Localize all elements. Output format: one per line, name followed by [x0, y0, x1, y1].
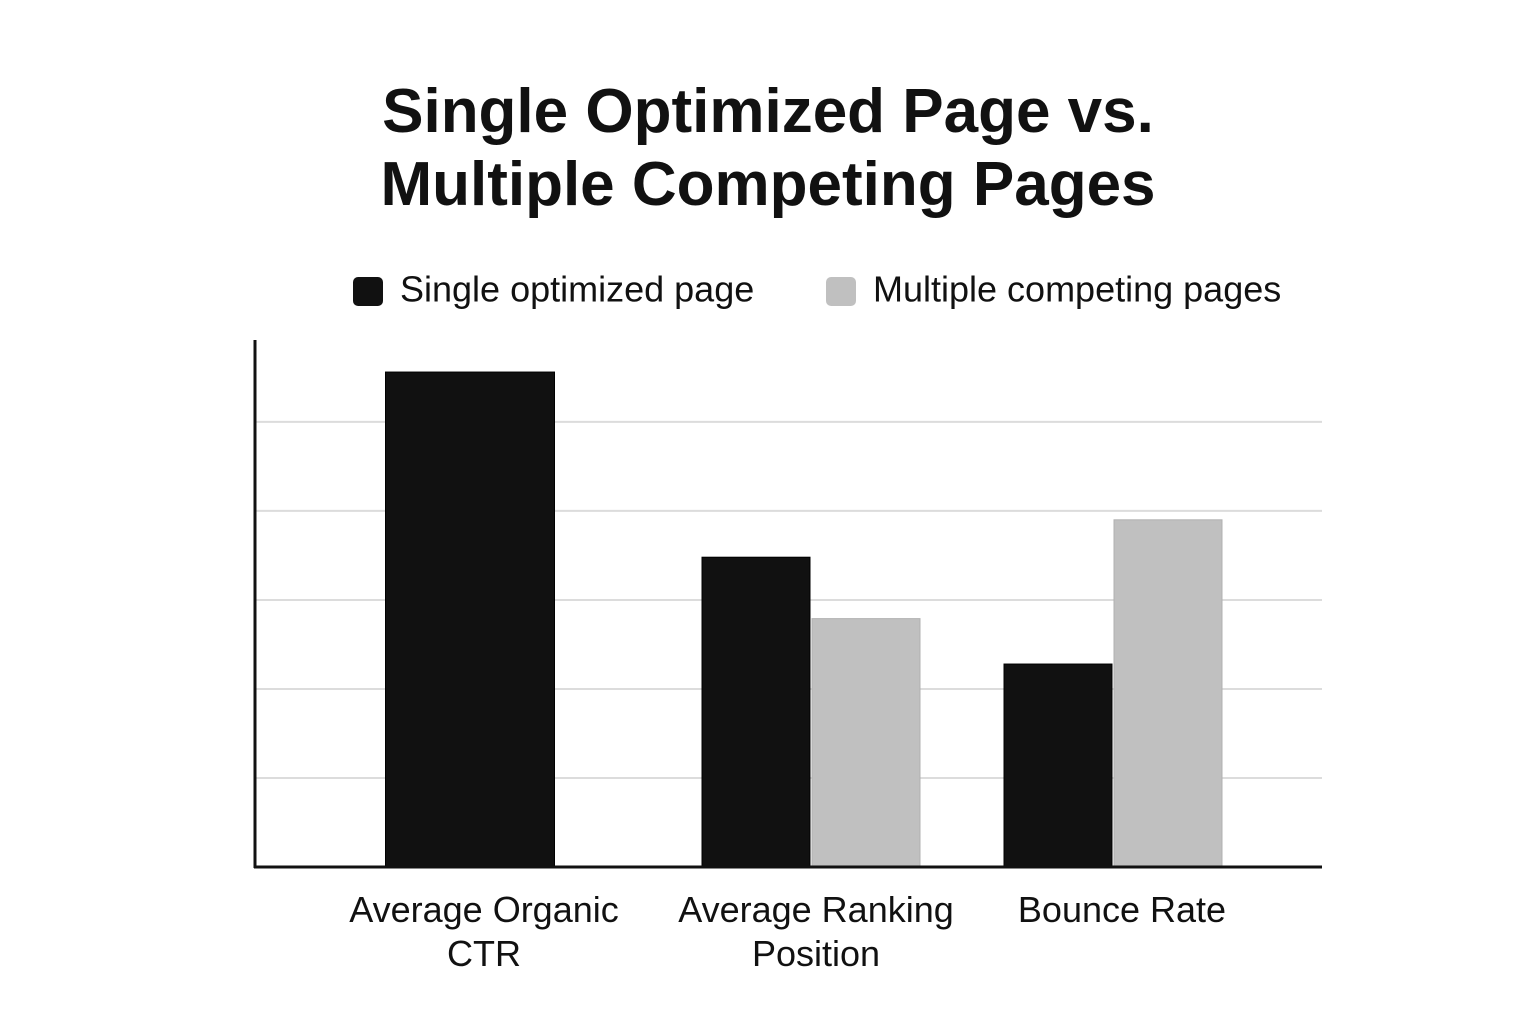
x-tick-label: Bounce Rate	[1017, 889, 1227, 930]
bar	[1003, 663, 1113, 868]
legend-label: Single optimized page	[400, 269, 754, 310]
bar	[701, 556, 811, 868]
x-tick-label: Average Organic CTR	[349, 889, 619, 974]
bar	[385, 371, 555, 868]
bar	[1113, 519, 1223, 868]
x-tick-label: Average Ranking Position	[678, 889, 954, 974]
chart-title: Multiple Competing Pages	[380, 150, 1155, 219]
legend-swatch	[826, 277, 856, 306]
bar	[811, 618, 921, 868]
legend-label: Multiple competing pages	[873, 269, 1281, 310]
chart-title: Single Optimized Page vs.	[382, 77, 1154, 146]
legend-swatch	[353, 277, 383, 306]
